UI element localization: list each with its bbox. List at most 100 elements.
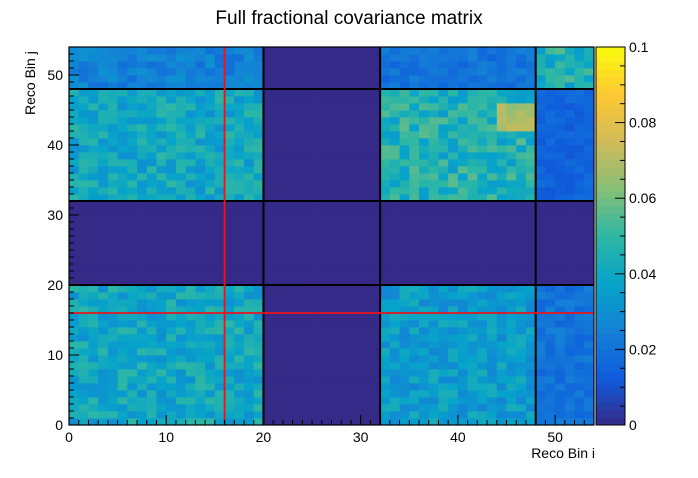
heatmap-cell	[380, 187, 391, 195]
heatmap-cell	[331, 299, 342, 307]
heatmap-cell	[166, 285, 177, 293]
heatmap-cell	[312, 285, 323, 293]
heatmap-cell	[467, 75, 478, 83]
heatmap-cell	[448, 348, 459, 356]
heatmap-cell	[127, 411, 138, 419]
heatmap-cell	[127, 103, 138, 111]
heatmap-cell	[244, 103, 255, 111]
heatmap-cell	[263, 131, 274, 139]
heatmap-cell	[409, 236, 420, 244]
heatmap-cell	[98, 145, 109, 153]
heatmap-cell	[253, 138, 264, 146]
heatmap-cell	[448, 47, 459, 55]
heatmap-cell	[399, 397, 410, 405]
heatmap-cell	[419, 411, 430, 419]
heatmap-cell	[146, 390, 157, 398]
heatmap-cell	[244, 75, 255, 83]
heatmap-cell	[263, 397, 274, 405]
heatmap-cell	[263, 376, 274, 384]
heatmap-cell	[214, 376, 225, 384]
heatmap-cell	[496, 222, 507, 230]
color-scale-segment	[596, 281, 625, 290]
heatmap-cell	[341, 201, 352, 209]
heatmap-cell	[380, 131, 391, 139]
heatmap-cell	[525, 201, 537, 209]
heatmap-cell	[350, 159, 362, 167]
heatmap-cell	[88, 215, 99, 223]
heatmap-cell	[185, 299, 196, 307]
heatmap-cell	[467, 173, 478, 181]
heatmap-cell	[419, 54, 430, 62]
heatmap-cell	[457, 124, 469, 132]
heatmap-cell	[380, 327, 391, 335]
heatmap-cell	[146, 166, 157, 174]
heatmap-cell	[516, 355, 527, 363]
heatmap-cell	[263, 243, 274, 251]
heatmap-cell	[234, 138, 245, 146]
heatmap-cell	[341, 222, 352, 230]
heatmap-cell	[166, 341, 177, 349]
heatmap-cell	[273, 313, 284, 321]
heatmap-cell	[312, 271, 323, 279]
heatmap-cell	[370, 285, 381, 293]
heatmap-cell	[467, 187, 478, 195]
heatmap-cell	[185, 397, 196, 405]
heatmap-cell	[292, 166, 303, 174]
heatmap-cell	[117, 54, 128, 62]
heatmap-cell	[584, 341, 595, 349]
heatmap-cell	[380, 320, 391, 328]
heatmap-cell	[107, 180, 119, 188]
heatmap-cell	[584, 264, 595, 272]
heatmap-cell	[477, 327, 488, 335]
heatmap-cell	[253, 131, 264, 139]
heatmap-cell	[195, 229, 206, 237]
heatmap-cell	[574, 138, 585, 146]
heatmap-cell	[98, 131, 109, 139]
heatmap-cell	[137, 201, 148, 209]
heatmap-cell	[137, 173, 148, 181]
heatmap-cell	[438, 376, 449, 384]
heatmap-cell	[282, 103, 294, 111]
heatmap-cell	[487, 180, 498, 188]
heatmap-cell	[467, 236, 478, 244]
heatmap-cell	[409, 327, 420, 335]
heatmap-cell	[341, 278, 352, 286]
heatmap-cell	[457, 390, 469, 398]
heatmap-cell	[448, 243, 459, 251]
heatmap-cell	[389, 159, 400, 167]
heatmap-cell	[195, 397, 206, 405]
heatmap-cell	[156, 152, 167, 160]
heatmap-cell	[467, 299, 478, 307]
heatmap-cell	[516, 124, 527, 132]
heatmap-cell	[545, 334, 556, 342]
heatmap-cell	[224, 117, 235, 125]
heatmap-cell	[555, 306, 566, 314]
color-scale-segment	[596, 77, 625, 86]
heatmap-cell	[448, 117, 459, 125]
heatmap-cell	[107, 96, 119, 104]
heatmap-cell	[370, 334, 381, 342]
heatmap-cell	[234, 320, 245, 328]
heatmap-cell	[419, 404, 430, 412]
heatmap-cell	[574, 152, 585, 160]
heatmap-cell	[350, 194, 362, 202]
heatmap-cell	[195, 152, 206, 160]
heatmap-cell	[564, 96, 575, 104]
heatmap-cell	[457, 201, 469, 209]
heatmap-cell	[496, 47, 507, 55]
heatmap-cell	[253, 306, 264, 314]
heatmap-cell	[496, 159, 507, 167]
heatmap-cell	[487, 54, 498, 62]
heatmap-cell	[117, 236, 128, 244]
heatmap-cell	[584, 369, 595, 377]
heatmap-cell	[487, 320, 498, 328]
heatmap-cell	[467, 306, 478, 314]
heatmap-cell	[117, 271, 128, 279]
heatmap-cell	[341, 250, 352, 258]
heatmap-cell	[360, 180, 371, 188]
heatmap-cell	[205, 110, 216, 118]
heatmap-cell	[273, 292, 284, 300]
heatmap-cell	[487, 264, 498, 272]
heatmap-cell	[545, 145, 556, 153]
heatmap-cell	[185, 117, 196, 125]
